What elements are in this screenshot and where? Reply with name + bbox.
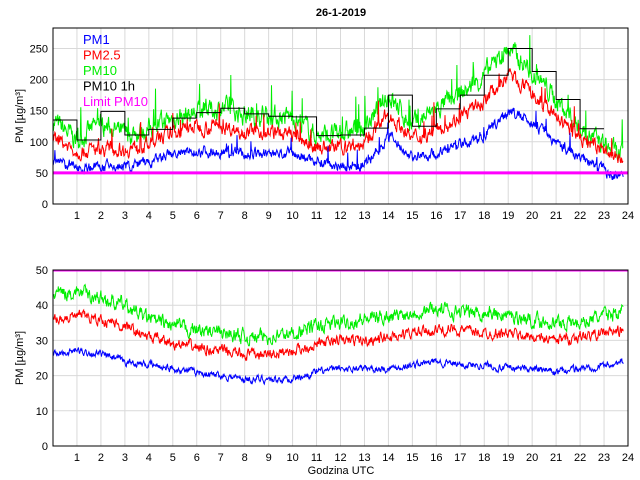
x-tick-label: 12: [334, 452, 346, 464]
x-tick-label: 10: [286, 452, 298, 464]
x-tick-label: 20: [526, 210, 538, 222]
x-tick-label: 8: [242, 210, 248, 222]
legend-entry: PM1: [83, 32, 110, 47]
x-tick-label: 24: [622, 210, 634, 222]
legend-entry: Limit PM10: [83, 94, 148, 109]
x-tick-label: 5: [170, 452, 176, 464]
top-plot: 1 2 3 4 5 6 7 8 9 10 11 12 13 14 15 16 17 18 19 20 21 22 23 240…: [14, 27, 634, 222]
x-tick-label: 5: [170, 210, 176, 222]
x-tick-label: 18: [478, 210, 490, 222]
x-tick-label: 3: [122, 452, 128, 464]
x-tick-label: 9: [266, 210, 272, 222]
chart-title: 26-1-2019: [316, 7, 366, 19]
series-pm2-5: [53, 308, 624, 362]
y-tick-label: 0: [42, 441, 48, 453]
y-tick-label: 10: [36, 406, 48, 418]
x-tick-label: 12: [334, 210, 346, 222]
x-tick-label: 24: [622, 452, 634, 464]
y-tick-label: 30: [36, 335, 48, 347]
y-axis-label: PM [µg/m³]: [14, 89, 26, 143]
x-tick-label: 11: [311, 452, 322, 464]
x-tick-label: 13: [358, 210, 370, 222]
y-tick-label: 100: [30, 137, 48, 149]
x-tick-label: 11: [311, 210, 322, 222]
series-pm10-1h: [53, 48, 605, 141]
y-tick-label: 0: [42, 199, 48, 211]
x-tick-label: 3: [122, 210, 128, 222]
x-tick-label: 17: [454, 452, 466, 464]
x-tick-label: 23: [598, 210, 610, 222]
x-tick-label: 19: [502, 210, 514, 222]
x-tick-label: 16: [430, 452, 442, 464]
x-tick-label: 1: [74, 452, 80, 464]
y-tick-label: 20: [36, 371, 48, 383]
x-tick-label: 4: [146, 452, 152, 464]
x-tick-label: 2: [98, 452, 104, 464]
x-tick-label: 6: [194, 210, 200, 222]
x-tick-label: 8: [242, 452, 248, 464]
y-tick-label: 250: [30, 44, 48, 56]
y-tick-label: 200: [30, 75, 48, 87]
x-tick-label: 10: [286, 210, 298, 222]
x-tick-label: 22: [574, 452, 586, 464]
x-tick-label: 14: [382, 210, 394, 222]
bottom-plot: 1 2 3 4 5 6 7 8 9 10 11 12 13 14 15 16 17 18 19 20 21 22 23 240…: [14, 265, 634, 464]
x-tick-label: 23: [598, 452, 610, 464]
legend-entry: PM10: [83, 63, 117, 78]
y-axis-label: PM [µg/m³]: [14, 331, 26, 385]
x-tick-label: 16: [430, 210, 442, 222]
x-tick-label: 1: [74, 210, 80, 222]
y-tick-label: 50: [36, 168, 48, 180]
x-tick-label: 19: [502, 452, 514, 464]
x-tick-label: 9: [266, 452, 272, 464]
x-tick-label: 20: [526, 452, 538, 464]
series-layer: [53, 35, 628, 181]
series-pm1: [53, 347, 624, 386]
legend-entry: PM2.5: [83, 48, 121, 63]
plot-frame: [52, 27, 629, 205]
series-layer: [53, 270, 628, 386]
x-tick-label: 17: [454, 210, 466, 222]
x-tick-label: 18: [478, 452, 490, 464]
plot-frame: [52, 269, 629, 447]
y-tick-label: 150: [30, 106, 48, 118]
x-tick-label: 2: [98, 210, 104, 222]
x-tick-label: 14: [382, 452, 394, 464]
series-pm10: [53, 283, 624, 347]
x-axis-label: Godzina UTC: [308, 465, 375, 477]
series-pm10: [53, 35, 624, 161]
x-tick-label: 21: [550, 452, 562, 464]
x-tick-label: 15: [406, 210, 418, 222]
x-tick-label: 22: [574, 210, 586, 222]
x-tick-label: 7: [218, 452, 224, 464]
x-tick-label: 6: [194, 452, 200, 464]
x-tick-label: 21: [550, 210, 562, 222]
series-pm1: [53, 107, 624, 181]
y-tick-label: 40: [36, 300, 48, 312]
legend-entry: PM10 1h: [83, 79, 135, 94]
x-tick-label: 13: [358, 452, 370, 464]
series-pm2-5: [53, 68, 624, 164]
x-tick-label: 4: [146, 210, 152, 222]
y-tick-label: 50: [36, 265, 48, 277]
x-tick-label: 15: [406, 452, 418, 464]
x-tick-label: 7: [218, 210, 224, 222]
